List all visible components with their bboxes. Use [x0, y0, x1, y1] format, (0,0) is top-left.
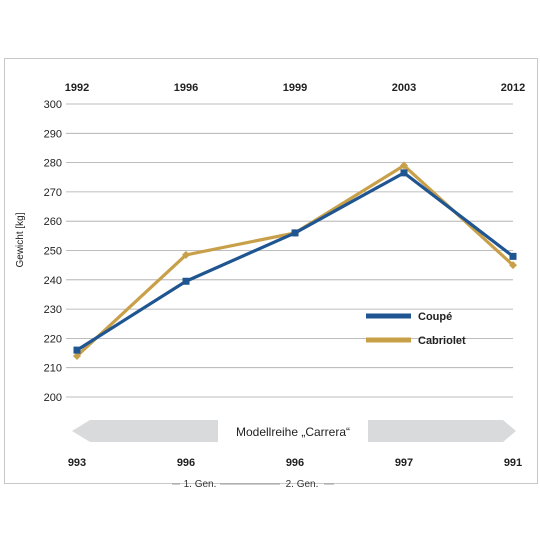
gen-label-2: 2. Gen.: [286, 479, 319, 490]
band-right-arrow: [368, 420, 516, 442]
top-x-tick-1: 1996: [174, 82, 198, 94]
y-tick-270: 270: [44, 187, 62, 199]
legend-label-cabriolet: Cabriolet: [418, 335, 466, 347]
bottom-x-tick-1: 996: [177, 457, 195, 469]
bottom-x-tick-labels: 993 996 996 997 991: [68, 457, 522, 469]
point-coupe-4: [509, 252, 517, 260]
point-cabriolet-4: [509, 261, 517, 270]
point-coupe-2: [291, 229, 299, 237]
y-tick-200: 200: [44, 392, 62, 404]
top-x-tick-4: 2012: [501, 82, 525, 94]
top-x-tick-0: 1992: [65, 82, 89, 94]
top-x-tick-2: 1999: [283, 82, 307, 94]
y-tick-280: 280: [44, 158, 62, 170]
point-coupe-1: [182, 277, 190, 285]
grid-layer: [66, 103, 513, 398]
point-cabriolet-3: [400, 161, 408, 170]
bottom-x-tick-0: 993: [68, 457, 86, 469]
band-label: Modellreihe „Carrera“: [236, 425, 350, 439]
y-tick-240: 240: [44, 275, 62, 287]
gen-label-1: 1. Gen.: [184, 479, 217, 490]
y-tick-290: 290: [44, 128, 62, 140]
y-tick-250: 250: [44, 246, 62, 258]
series-layer: [73, 161, 517, 360]
y-tick-260: 260: [44, 216, 62, 228]
model-band: Modellreihe „Carrera“: [72, 420, 516, 442]
bottom-x-tick-3: 997: [395, 457, 413, 469]
chart-frame: [4, 58, 538, 484]
point-coupe-0: [73, 346, 81, 354]
y-tick-300: 300: [44, 99, 62, 111]
y-tick-210: 210: [44, 363, 62, 375]
band-left-arrow: [72, 420, 218, 442]
y-axis-label: Gewicht [kg]: [15, 212, 26, 267]
point-cabriolet-1: [182, 250, 190, 259]
y-tick-220: 220: [44, 333, 62, 345]
point-coupe-3: [400, 169, 408, 177]
generation-labels: 1. Gen. 2. Gen.: [172, 479, 334, 490]
point-cabriolet-0: [73, 351, 81, 360]
y-tick-230: 230: [44, 304, 62, 316]
bottom-x-tick-2: 996: [286, 457, 304, 469]
legend: Coupé Cabriolet: [366, 311, 466, 347]
bottom-x-tick-4: 991: [504, 457, 522, 469]
legend-label-coupe: Coupé: [418, 311, 452, 323]
y-tick-labels: 200 210 220 230 240 250 260 270 280 290 300: [44, 99, 62, 404]
top-x-tick-3: 2003: [392, 82, 416, 94]
top-x-tick-labels: 1992 1996 1999 2003 2012: [65, 82, 525, 94]
